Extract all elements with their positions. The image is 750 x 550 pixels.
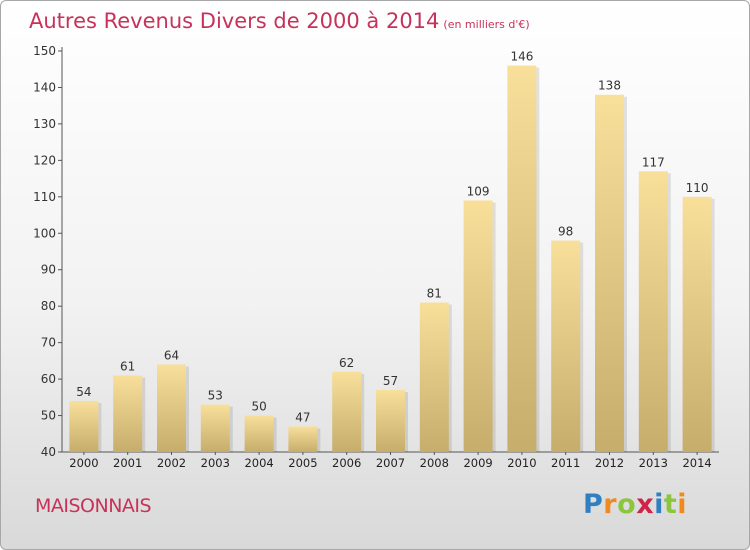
y-tick-label: 80: [41, 299, 56, 313]
bar-2013: [638, 171, 668, 453]
bar-2005: [288, 426, 318, 452]
chart-title-text: Autres Revenus Divers de 2000 à 2014: [29, 9, 440, 33]
x-tick-label-2001: 2001: [113, 456, 142, 470]
chart-labels: 54 2000 61 2001 64 2002 53 2003 50 2004 47 2005 62 20…: [69, 50, 711, 470]
data-label-2013: 117: [642, 155, 665, 169]
chart-bars: [69, 65, 715, 453]
bar-2006: [332, 371, 362, 452]
data-label-2002: 64: [164, 349, 179, 363]
bar-2014: [682, 196, 712, 452]
y-tick-label: 130: [33, 117, 56, 131]
data-label-2006: 62: [339, 356, 354, 370]
y-tick-label: 150: [33, 44, 56, 58]
logo-letter: o: [617, 489, 637, 520]
data-label-2011: 98: [558, 225, 573, 239]
x-tick-label-2014: 2014: [682, 456, 711, 470]
chart-title: Autres Revenus Divers de 2000 à 2014 (en …: [29, 9, 530, 33]
x-tick-label-2013: 2013: [639, 456, 668, 470]
logo-letter: i: [677, 489, 688, 520]
bar-2008: [419, 302, 449, 452]
bar-2010: [507, 65, 537, 452]
chart-unit: (en milliers d'€): [443, 18, 530, 31]
x-tick-label-2012: 2012: [595, 456, 624, 470]
x-tick-label-2009: 2009: [463, 456, 492, 470]
bar-2003: [200, 404, 230, 452]
logo-letter: t: [663, 489, 678, 520]
logo-letter: r: [603, 489, 618, 520]
bar-2009: [463, 200, 493, 452]
data-label-2012: 138: [598, 79, 621, 93]
y-tick-label: 50: [41, 409, 56, 423]
data-label-2005: 47: [295, 410, 310, 424]
proxiti-logo: Proxiti: [583, 489, 687, 520]
bar-2001: [113, 375, 143, 452]
data-label-2003: 53: [208, 389, 223, 403]
y-tick-label: 40: [41, 445, 56, 459]
commune-name: MAISONNAIS: [35, 495, 152, 517]
data-label-2007: 57: [383, 374, 398, 388]
bar-2007: [376, 390, 405, 452]
x-tick-label-2007: 2007: [376, 456, 405, 470]
x-tick-label-2000: 2000: [69, 456, 98, 470]
y-tick-label: 140: [33, 80, 56, 94]
x-tick-label-2005: 2005: [288, 456, 317, 470]
bar-2011: [551, 240, 581, 452]
logo-letter: P: [583, 489, 604, 520]
y-tick-label: 70: [41, 336, 56, 350]
y-tick-label: 120: [33, 153, 56, 167]
x-tick-label-2002: 2002: [157, 456, 186, 470]
y-tick-label: 110: [33, 190, 56, 204]
logo-letter: x: [636, 489, 655, 520]
data-label-2000: 54: [76, 385, 91, 399]
chart-axes: 40 50 60 70 80 90 100 110 120 130 140 150: [33, 44, 719, 459]
x-tick-label-2003: 2003: [201, 456, 230, 470]
x-tick-label-2011: 2011: [551, 456, 580, 470]
data-label-2008: 81: [427, 287, 442, 301]
x-tick-label-2006: 2006: [332, 456, 361, 470]
x-tick-label-2004: 2004: [244, 456, 273, 470]
data-label-2009: 109: [467, 184, 490, 198]
data-label-2004: 50: [251, 400, 266, 414]
data-label-2001: 61: [120, 359, 135, 373]
y-tick-label: 90: [41, 263, 56, 277]
bar-2004: [244, 415, 274, 452]
y-tick-label: 60: [41, 372, 56, 386]
y-tick-label: 100: [33, 226, 56, 240]
bar-2012: [595, 94, 624, 452]
logo-letter: i: [654, 489, 664, 520]
bar-2000: [69, 400, 99, 452]
x-tick-label-2010: 2010: [507, 456, 536, 470]
data-label-2014: 110: [686, 181, 709, 195]
x-tick-label-2008: 2008: [420, 456, 449, 470]
data-label-2010: 146: [510, 50, 533, 64]
bar-2002: [157, 364, 186, 452]
